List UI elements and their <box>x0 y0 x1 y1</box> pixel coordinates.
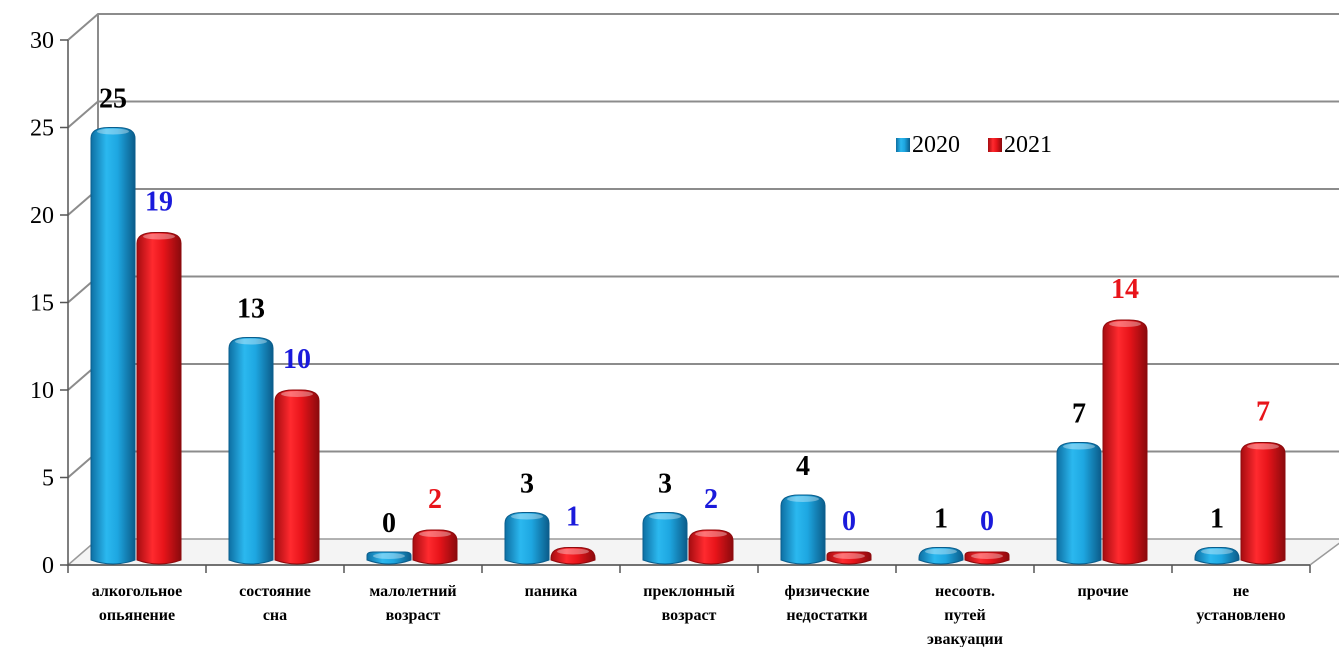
gridline <box>67 188 1339 216</box>
gridline <box>67 100 1339 129</box>
data-label-2020: 4 <box>796 451 810 482</box>
bar-2021-3 <box>550 547 596 565</box>
bar-2021-1 <box>274 389 320 565</box>
data-label-2021: 0 <box>980 506 994 537</box>
legend-item-2020: 2020 <box>896 132 960 158</box>
bar-2020-4 <box>642 512 688 565</box>
bars <box>90 127 1286 565</box>
bar-2020-1 <box>228 337 274 565</box>
bar-2021-6 <box>964 551 1010 565</box>
bar-2020-0 <box>90 127 136 565</box>
x-category-label: физические <box>785 583 870 600</box>
data-label-2020: 0 <box>382 508 396 539</box>
x-category-label: возраст <box>386 607 441 624</box>
bar-2021-4 <box>688 529 734 565</box>
x-category-label: сна <box>263 607 287 624</box>
bar-2020-6 <box>918 547 964 565</box>
x-category-label: эвакуации <box>927 631 1003 647</box>
bar-2021-8 <box>1240 442 1286 565</box>
x-category-label: путей <box>944 607 985 624</box>
x-category-label: паника <box>525 583 578 600</box>
gridline <box>67 13 1339 41</box>
data-label-2020: 1 <box>934 504 948 535</box>
bar-2021-5 <box>826 551 872 565</box>
y-tick-label: 0 <box>42 553 54 579</box>
data-label-2021: 0 <box>842 506 856 537</box>
x-category-label: опьянение <box>99 607 175 624</box>
bar-2021-7 <box>1102 319 1148 565</box>
legend-label: 2021 <box>1004 132 1052 158</box>
y-tick-label: 30 <box>30 28 54 54</box>
legend-label: 2020 <box>912 132 960 158</box>
x-category-label: возраст <box>662 607 717 624</box>
bar-2020-8 <box>1194 547 1240 565</box>
x-category-label: прочие <box>1077 583 1128 600</box>
data-label-2021: 7 <box>1256 397 1270 428</box>
data-label-2021: 14 <box>1111 274 1139 305</box>
y-tick-label: 5 <box>42 466 54 492</box>
x-category-label: алкогольное <box>92 583 183 600</box>
bar-2020-5 <box>780 494 826 565</box>
legend: 2020 2021 <box>896 132 1052 158</box>
bar-2021-2 <box>412 529 458 565</box>
data-label-2021: 19 <box>145 187 173 218</box>
x-category-label: состояние <box>239 583 311 600</box>
x-category-label: не <box>1233 583 1249 600</box>
x-axis-categories: алкогольное опьянение состояние сна малолетн… <box>92 583 1286 647</box>
y-tick-label: 10 <box>30 378 54 404</box>
data-label-2020: 3 <box>658 469 672 500</box>
x-category-label: преклонный <box>643 583 735 600</box>
legend-swatch <box>896 138 910 152</box>
legend-swatch <box>988 138 1002 152</box>
legend-item-2021: 2021 <box>988 132 1052 158</box>
data-label-2021: 2 <box>704 484 718 515</box>
x-category-label: несоотв. <box>935 583 995 600</box>
y-tick-label: 15 <box>30 291 54 317</box>
x-category-label: установлено <box>1196 607 1285 624</box>
x-category-label: малолетний <box>369 583 456 600</box>
bar-2020-3 <box>504 512 550 565</box>
x-category-label: недостатки <box>786 607 867 624</box>
data-label-2021: 1 <box>566 502 580 533</box>
bar-2020-2 <box>366 551 412 565</box>
data-label-2020: 1 <box>1210 504 1224 535</box>
data-label-2020: 7 <box>1072 399 1086 430</box>
bar-2020-7 <box>1056 442 1102 565</box>
data-label-2020: 3 <box>520 469 534 500</box>
bar-2021-0 <box>136 232 182 565</box>
data-label-2020: 25 <box>99 84 127 115</box>
data-label-2021: 10 <box>283 344 311 375</box>
data-label-2020: 13 <box>237 294 265 325</box>
data-label-2021: 2 <box>428 484 442 515</box>
y-tick-label: 25 <box>30 116 54 142</box>
y-tick-label: 20 <box>30 203 54 229</box>
